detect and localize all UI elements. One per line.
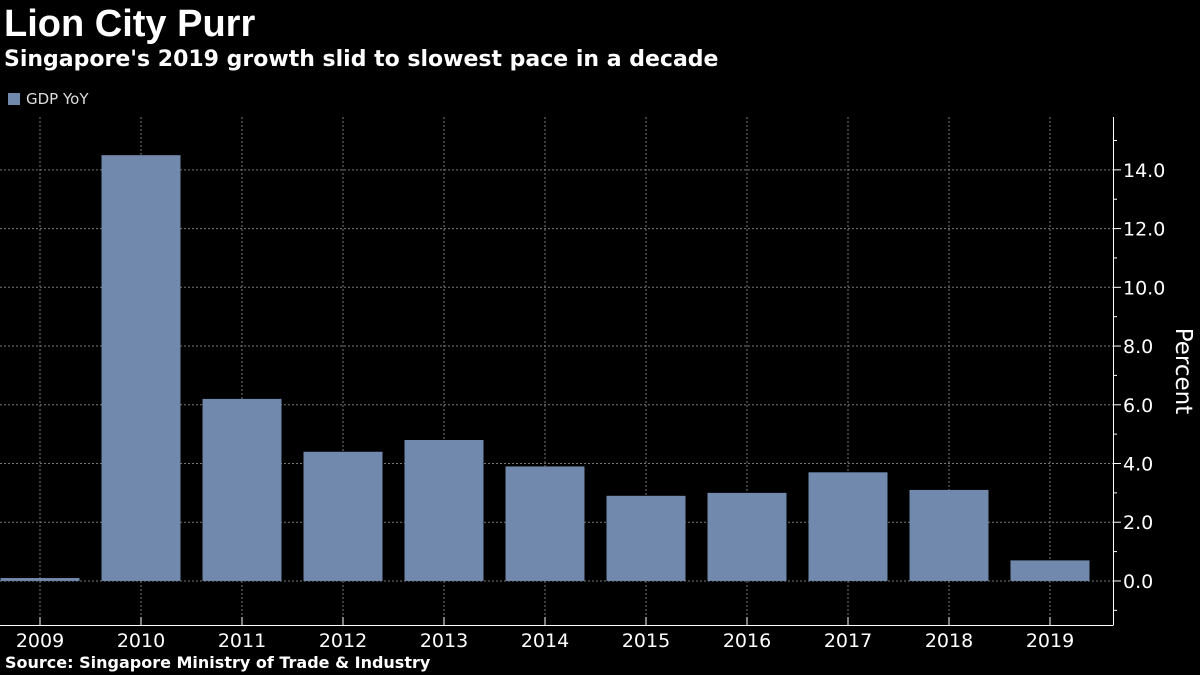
x-tick-label: 2011 — [218, 630, 266, 652]
bar — [1010, 560, 1090, 581]
x-tick-label: 2017 — [824, 630, 872, 652]
y-tick-label: 10.0 — [1123, 277, 1165, 299]
y-tick-label: 8.0 — [1123, 336, 1153, 358]
x-tick-label: 2012 — [319, 630, 367, 652]
source-note: Source: Singapore Ministry of Trade & In… — [5, 653, 431, 672]
bar — [505, 466, 585, 581]
legend: GDP YoY — [8, 90, 89, 108]
x-tick-label: 2015 — [622, 630, 670, 652]
y-tick-label: 4.0 — [1123, 453, 1153, 475]
chart-subtitle: Singapore's 2019 growth slid to slowest … — [4, 47, 719, 72]
y-axis-label: Percent — [1170, 328, 1196, 415]
bars — [0, 155, 1090, 581]
bar — [707, 492, 787, 581]
bar — [202, 398, 282, 581]
x-tick-label: 2018 — [925, 630, 973, 652]
bar — [0, 578, 80, 581]
bar — [101, 155, 181, 581]
bar — [808, 472, 888, 581]
x-tick-label: 2016 — [723, 630, 771, 652]
x-tick-label: 2009 — [16, 630, 64, 652]
y-tick-label: 0.0 — [1123, 571, 1153, 593]
y-tick-label: 12.0 — [1123, 219, 1165, 241]
bar — [404, 440, 484, 581]
y-tick-label: 6.0 — [1123, 395, 1153, 417]
chart-title: Lion City Purr — [4, 3, 256, 45]
bar — [303, 451, 383, 581]
x-tick-label: 2019 — [1026, 630, 1074, 652]
x-tick-label: 2010 — [117, 630, 165, 652]
y-tick-label: 14.0 — [1123, 160, 1165, 182]
legend-label: GDP YoY — [26, 90, 89, 108]
bar — [606, 495, 686, 581]
bar — [909, 489, 989, 581]
y-tick-label: 2.0 — [1123, 512, 1153, 534]
x-tick-label: 2014 — [521, 630, 569, 652]
legend-swatch — [8, 93, 20, 105]
x-tick-label: 2013 — [420, 630, 468, 652]
axes: 0.0 2.0 4.0 6.0 8.0 10.0 12.0 14.0 2009 2010 2011 2… — [0, 117, 1196, 652]
